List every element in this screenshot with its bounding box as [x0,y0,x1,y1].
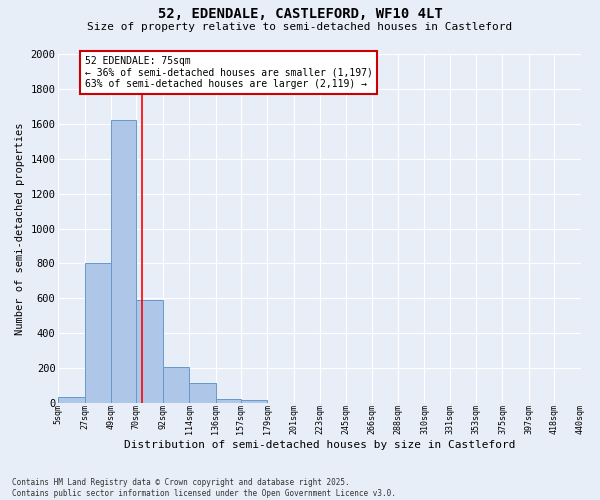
Bar [241,400,267,403]
Bar [85,264,111,403]
Bar [163,368,189,403]
Text: 52, EDENDALE, CASTLEFORD, WF10 4LT: 52, EDENDALE, CASTLEFORD, WF10 4LT [158,8,442,22]
Bar [58,397,85,403]
Bar [136,300,163,403]
Y-axis label: Number of semi-detached properties: Number of semi-detached properties [15,122,25,335]
Text: Contains HM Land Registry data © Crown copyright and database right 2025.
Contai: Contains HM Land Registry data © Crown c… [12,478,396,498]
Text: Size of property relative to semi-detached houses in Castleford: Size of property relative to semi-detach… [88,22,512,32]
Bar [189,383,215,403]
Bar [111,120,136,403]
X-axis label: Distribution of semi-detached houses by size in Castleford: Distribution of semi-detached houses by … [124,440,515,450]
Text: 52 EDENDALE: 75sqm
← 36% of semi-detached houses are smaller (1,197)
63% of semi: 52 EDENDALE: 75sqm ← 36% of semi-detache… [85,56,373,89]
Bar [215,398,241,403]
